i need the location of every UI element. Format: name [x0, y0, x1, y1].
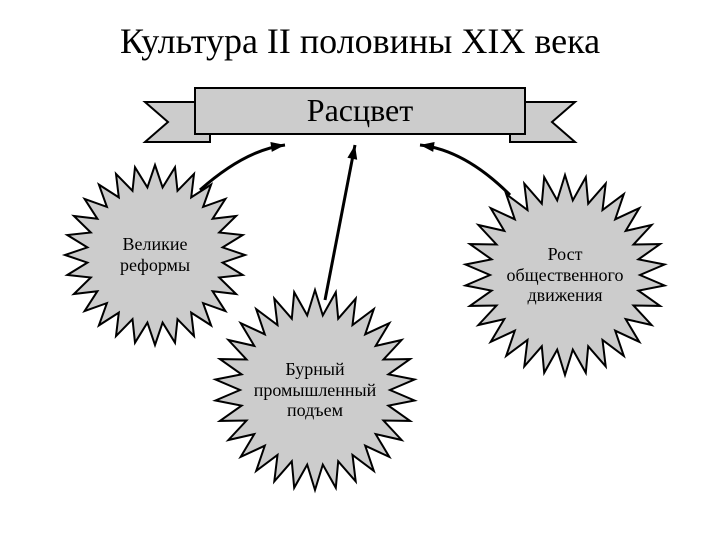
banner-label: Расцвет — [140, 92, 580, 129]
arrow-center — [325, 145, 355, 300]
page-title: Культура II половины XIX века — [0, 20, 720, 62]
burst-label-left: Великиереформы — [87, 234, 223, 275]
burst-label-center: Бурныйпромышленныйподъем — [240, 359, 390, 421]
banner: Расцвет — [140, 80, 580, 150]
burst-label-right: Ростобщественногодвижения — [490, 244, 640, 306]
